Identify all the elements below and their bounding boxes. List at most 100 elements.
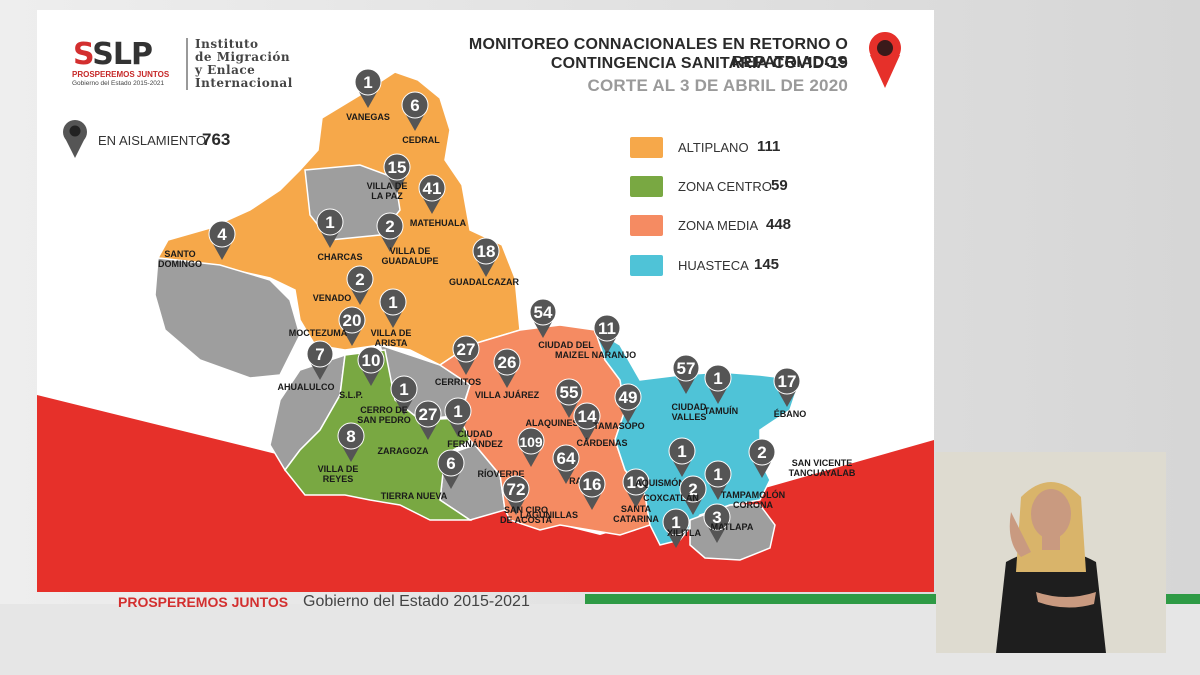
marker-pin-icon	[557, 468, 575, 484]
legend-swatch	[630, 215, 663, 236]
legend-swatch	[630, 176, 663, 197]
institute-name: Instituto de Migración y Enlace Internac…	[195, 38, 293, 90]
marker-value: 16	[583, 475, 602, 494]
marker-pin-icon	[213, 244, 231, 260]
marker-pin-icon	[673, 461, 691, 477]
marker-place-label: CÁRDENAS	[576, 438, 627, 448]
map-marker: 1 TAMPAMOLÓN CORONA	[704, 460, 785, 510]
marker-pin-icon	[343, 330, 361, 346]
map-marker: 6 CEDRAL	[401, 91, 440, 145]
marker-value: 1	[671, 513, 680, 532]
marker-place-label: XILITLA	[667, 528, 701, 538]
legend-value: 448	[766, 216, 792, 233]
marker-circle	[338, 306, 366, 334]
marker-circle	[337, 422, 365, 450]
map-marker: 49 TAMASOPO	[593, 383, 645, 431]
marker-pin-icon	[522, 451, 540, 467]
marker-circle	[401, 91, 429, 119]
marker-place-label: SAN CIRO DE ACOSTA	[500, 505, 553, 525]
legend-value: 145	[754, 256, 780, 273]
marker-place-label: ÉBANO	[774, 409, 807, 419]
map-marker: 10 S.L.P.	[339, 346, 385, 400]
map-marker: 27 ZARAGOZA	[378, 400, 442, 456]
marker-pin-icon	[627, 492, 645, 508]
marker-circle	[552, 444, 580, 472]
marker-circle	[529, 298, 557, 326]
marker-value: 64	[557, 449, 576, 468]
marker-place-label: VILLA DE GUADALUPE	[381, 246, 438, 266]
title-line-1: MONITOREO CONNACIONALES EN RETORNO O REP…	[468, 36, 848, 71]
marker-pin-icon	[362, 370, 380, 386]
marker-value: 27	[457, 340, 476, 359]
interpreter-video	[936, 452, 1166, 653]
map-marker: 17 ÉBANO	[773, 367, 807, 419]
marker-circle	[703, 503, 731, 531]
marker-circle	[376, 212, 404, 240]
marker-circle	[773, 367, 801, 395]
marker-value: 18	[477, 242, 496, 261]
legend-label: ZONA MEDIA	[678, 218, 759, 233]
legend-value: 59	[771, 177, 788, 194]
marker-circle	[555, 378, 583, 406]
map-marker: 1 CERRO DE SAN PEDRO	[357, 375, 418, 425]
slp-logo: SSLP	[73, 37, 153, 72]
marker-value: 2	[688, 480, 697, 499]
map-marker: 18 GUADALCAZAR	[449, 237, 519, 287]
marker-place-label: MOCTEZUMA	[289, 328, 348, 338]
map-marker: 10 SANTA CATARINA	[613, 468, 659, 524]
marker-place-label: COXCATLÁN	[643, 493, 699, 503]
marker-value: 6	[410, 96, 419, 115]
footer-tagline: PROSPEREMOS JUNTOS	[118, 594, 289, 610]
marker-value: 1	[713, 465, 722, 484]
legend-value: 111	[757, 138, 781, 155]
marker-circle	[593, 314, 621, 342]
marker-value: 1	[325, 213, 334, 232]
marker-value: 6	[446, 454, 455, 473]
title-line-3: CORTE AL 3 DE ABRIL DE 2020	[587, 76, 848, 95]
marker-pin-icon	[351, 289, 369, 305]
institute-line-4: Internacional	[195, 76, 293, 90]
marker-pin-icon	[442, 473, 460, 489]
map-marker: 57 CIUDAD VALLES	[672, 354, 707, 422]
marker-value: 14	[578, 407, 597, 426]
marker-place-label: SANTA CATARINA	[613, 504, 659, 524]
map-marker: 1 CHARCAS	[316, 208, 363, 262]
isolation-value: 763	[202, 130, 231, 149]
marker-pin-icon	[583, 494, 601, 510]
marker-value: 2	[355, 270, 364, 289]
marker-pin-icon	[359, 92, 377, 108]
marker-pin-icon	[667, 532, 685, 548]
marker-circle	[517, 427, 545, 455]
marker-value: 11	[598, 319, 616, 338]
map-marker: 72 SAN CIRO DE ACOSTA	[500, 475, 553, 525]
map-marker: 2 SAN VICENTE TANCUAYALAB	[748, 438, 856, 478]
marker-value: 26	[498, 353, 517, 372]
marker-circle	[472, 237, 500, 265]
legend-label: HUASTECA	[678, 258, 749, 273]
marker-place-label: AQUISMÓN	[635, 477, 685, 488]
marker-circle	[704, 460, 732, 488]
marker-circle	[704, 364, 732, 392]
legend-swatch	[630, 255, 663, 276]
marker-circle	[452, 335, 480, 363]
marker-value: 4	[217, 225, 227, 244]
logo-tagline: PROSPEREMOS JUNTOS	[72, 70, 170, 79]
marker-place-label: MATEHUALA	[410, 218, 467, 228]
title-pin-icon	[868, 32, 901, 88]
marker-place-label: VENADO	[313, 293, 352, 303]
map-marker: 1 VILLA DE ARISTA	[371, 288, 411, 348]
marker-pin-icon	[406, 115, 424, 131]
marker-value: 41	[423, 179, 442, 198]
marker-value: 72	[507, 480, 526, 499]
marker-pin-icon	[753, 462, 771, 478]
marker-pin-icon	[423, 198, 441, 214]
map-marker: 11 EL NARANJO	[578, 314, 636, 360]
marker-place-label: GUADALCAZAR	[449, 277, 519, 287]
marker-place-label: EL NARANJO	[578, 350, 636, 360]
map-marker: 2 VILLA DE GUADALUPE	[376, 212, 439, 266]
isolation-label: EN AISLAMIENTO	[98, 133, 207, 148]
marker-value: 1	[453, 402, 462, 421]
marker-place-label: S.L.P.	[339, 390, 363, 400]
